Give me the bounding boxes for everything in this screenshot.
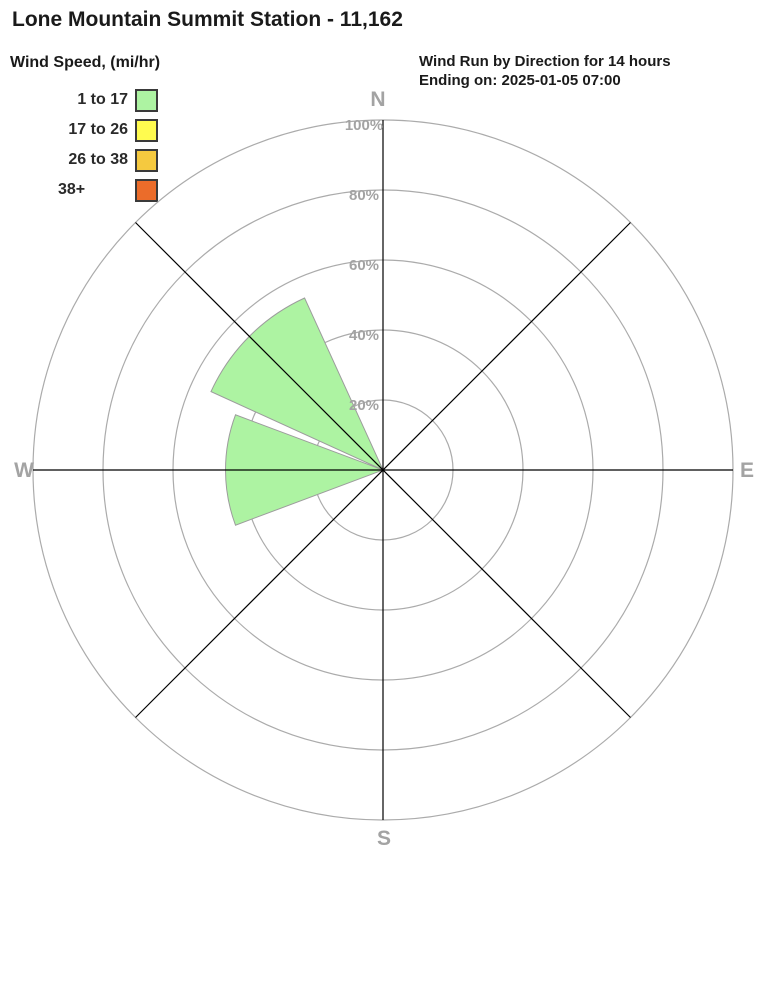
legend-swatch [135, 178, 158, 202]
ring-label-80: 80% [349, 187, 379, 204]
compass-axes [33, 120, 733, 820]
legend-label: 26 to 38 [68, 151, 128, 168]
ring-label-40: 40% [349, 327, 379, 344]
ring-labels: 20% 40% 60% 80% 100% [345, 117, 383, 414]
legend-row: 26 to 38 [10, 145, 210, 175]
compass-label-n: N [370, 88, 385, 111]
legend-title: Wind Speed, (mi/hr) [10, 54, 161, 71]
ring-label-60: 60% [349, 257, 379, 274]
compass-label-s: S [377, 827, 391, 850]
wind-speed-legend: Wind Speed, (mi/hr) 1 to 17 17 to 26 26 to… [10, 54, 210, 205]
legend-swatch [135, 88, 158, 112]
legend-label: 38+ [58, 181, 86, 198]
legend-row: 17 to 26 [10, 115, 210, 145]
compass-label-e: E [740, 459, 754, 482]
page-title: Lone Mountain Summit Station - 11,162 [12, 8, 403, 31]
compass-labels: N E S W [14, 88, 754, 850]
subheader-line-2: Ending on: 2025-01-05 07:00 [419, 72, 621, 89]
chart-subheader: Wind Run by Direction for 14 hours Endin… [419, 52, 671, 90]
legend-label: 17 to 26 [68, 121, 128, 138]
ring-label-100: 100% [345, 117, 383, 134]
legend-row: 38+ [10, 175, 210, 205]
ring-label-20: 20% [349, 397, 379, 414]
legend-row: 1 to 17 [10, 85, 210, 115]
subheader-line-1: Wind Run by Direction for 14 hours [419, 53, 671, 70]
axis-135deg [135, 222, 631, 718]
legend-swatch [135, 118, 158, 142]
legend-label: 1 to 17 [77, 91, 128, 108]
legend-rows: 1 to 17 17 to 26 26 to 38 38+ [10, 85, 210, 205]
legend-swatch [135, 148, 158, 172]
compass-label-w: W [14, 459, 34, 482]
